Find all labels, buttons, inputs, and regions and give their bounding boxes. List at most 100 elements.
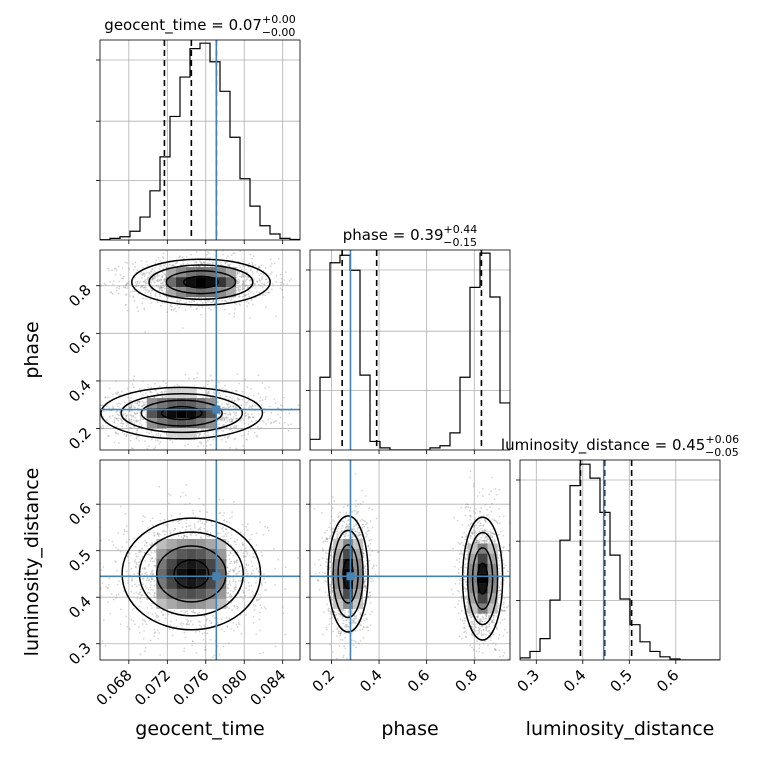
x-tick-label: 0.5 bbox=[607, 666, 637, 696]
density-cell bbox=[185, 267, 196, 278]
density-cell bbox=[176, 538, 187, 549]
density-cell bbox=[353, 598, 364, 609]
density-cell bbox=[196, 588, 207, 599]
contour bbox=[466, 531, 499, 626]
density-cell bbox=[477, 593, 488, 604]
density-cell bbox=[176, 568, 187, 579]
density-cell bbox=[225, 267, 236, 278]
x-tick-label: 0.4 bbox=[560, 666, 590, 696]
density-cell bbox=[215, 277, 226, 288]
contour bbox=[100, 386, 264, 440]
density-cell bbox=[487, 543, 498, 554]
density-cell bbox=[166, 558, 177, 569]
title-minus: −0.05 bbox=[705, 446, 739, 459]
panel-title: luminosity_distance = 0.45+0.06 −0.05 bbox=[501, 433, 739, 459]
density-cell bbox=[176, 418, 187, 429]
contour bbox=[471, 547, 494, 611]
contour bbox=[327, 515, 369, 633]
x-tick-label: 0.3 bbox=[514, 666, 544, 696]
contour bbox=[337, 544, 359, 604]
contour bbox=[120, 393, 244, 434]
panel-0-0: geocent_time = 0.07+0.00 −0.00 bbox=[96, 13, 301, 244]
density-cell bbox=[343, 578, 354, 589]
density-cell bbox=[166, 568, 177, 579]
density-cell bbox=[186, 428, 197, 439]
title-geocent_time: geocent_time = 0.07+0.00 −0.00 bbox=[104, 13, 295, 39]
panel-1-1: phase = 0.39+0.44 −0.15 bbox=[306, 223, 511, 454]
y-tick-label: 0.3 bbox=[65, 639, 95, 669]
truth-marker bbox=[212, 405, 221, 414]
density-cell bbox=[176, 578, 187, 589]
density-cell bbox=[477, 573, 488, 584]
x-tick-label: 0.6 bbox=[404, 666, 434, 696]
panel-2-2: luminosity_distance = 0.45+0.06 −0.05 bbox=[501, 433, 739, 664]
density-cell bbox=[166, 408, 177, 419]
density-cell bbox=[176, 558, 187, 569]
density-cell bbox=[166, 548, 177, 559]
density-cell bbox=[196, 568, 207, 579]
density-cell bbox=[206, 538, 217, 549]
density-cell bbox=[156, 598, 167, 609]
density-cell bbox=[166, 538, 177, 549]
density-cell bbox=[205, 267, 216, 278]
contour bbox=[173, 559, 210, 589]
contour bbox=[121, 517, 262, 631]
density-cell bbox=[206, 558, 217, 569]
contour bbox=[130, 258, 271, 306]
y-axis-label-luminosity-distance: luminosity_distance bbox=[21, 468, 43, 657]
density-cell bbox=[166, 598, 177, 609]
density-cell bbox=[195, 267, 206, 278]
density-cell bbox=[186, 588, 197, 599]
density-cell bbox=[333, 548, 344, 559]
x-tick-label: 0.072 bbox=[131, 666, 174, 709]
y-tick-label: 0.4 bbox=[65, 592, 95, 622]
density-cell bbox=[176, 588, 187, 599]
density-cell bbox=[343, 538, 354, 549]
contour bbox=[476, 562, 489, 595]
density-cell bbox=[467, 543, 478, 554]
density-cell bbox=[186, 568, 197, 579]
density-cell bbox=[156, 558, 167, 569]
title-phase: phase = 0.39+0.44 −0.15 bbox=[343, 223, 478, 249]
histogram-step bbox=[310, 252, 510, 450]
title-label: phase = 0.39 bbox=[343, 226, 444, 244]
density-cell bbox=[196, 538, 207, 549]
density-cell bbox=[146, 418, 157, 429]
density-cell bbox=[185, 277, 196, 288]
panel-frame bbox=[99, 459, 301, 661]
y-tick-label: 0.8 bbox=[65, 281, 95, 311]
density-geocent_time-luminosity_distance bbox=[100, 460, 300, 660]
histogram-luminosity_distance bbox=[520, 460, 720, 660]
contour bbox=[138, 531, 245, 617]
density-cell bbox=[216, 588, 227, 599]
x-tick-label: 0.076 bbox=[169, 666, 212, 709]
y-tick-label: 0.6 bbox=[65, 499, 95, 529]
density-cell bbox=[186, 558, 197, 569]
density-cell bbox=[176, 408, 187, 419]
y-tick-label: 0.2 bbox=[65, 424, 95, 454]
histogram-step bbox=[520, 463, 720, 660]
density-cell bbox=[146, 398, 157, 409]
panel-0-2 bbox=[96, 459, 301, 664]
density-cell bbox=[343, 588, 354, 599]
density-cell bbox=[196, 418, 207, 429]
density-cell bbox=[156, 398, 167, 409]
contour bbox=[165, 269, 237, 295]
y-axis-label-phase: phase bbox=[21, 321, 43, 378]
x-axis-label-geocent-time: geocent_time bbox=[135, 718, 264, 740]
density-cell bbox=[467, 603, 478, 614]
density-cell bbox=[353, 548, 364, 559]
density-cell bbox=[206, 408, 217, 419]
density-cell bbox=[216, 578, 227, 589]
panel-frame bbox=[309, 459, 511, 661]
density-cell bbox=[225, 277, 236, 288]
title-plus: +0.44 bbox=[444, 223, 478, 236]
density-cell bbox=[166, 418, 177, 429]
density-phase-luminosity_distance bbox=[310, 460, 510, 660]
density-cell bbox=[196, 558, 207, 569]
density-cell bbox=[206, 568, 217, 579]
density-cell bbox=[156, 548, 167, 559]
x-tick-label: 0.4 bbox=[356, 666, 386, 696]
density-cell bbox=[156, 568, 167, 579]
density-cell bbox=[186, 418, 197, 429]
